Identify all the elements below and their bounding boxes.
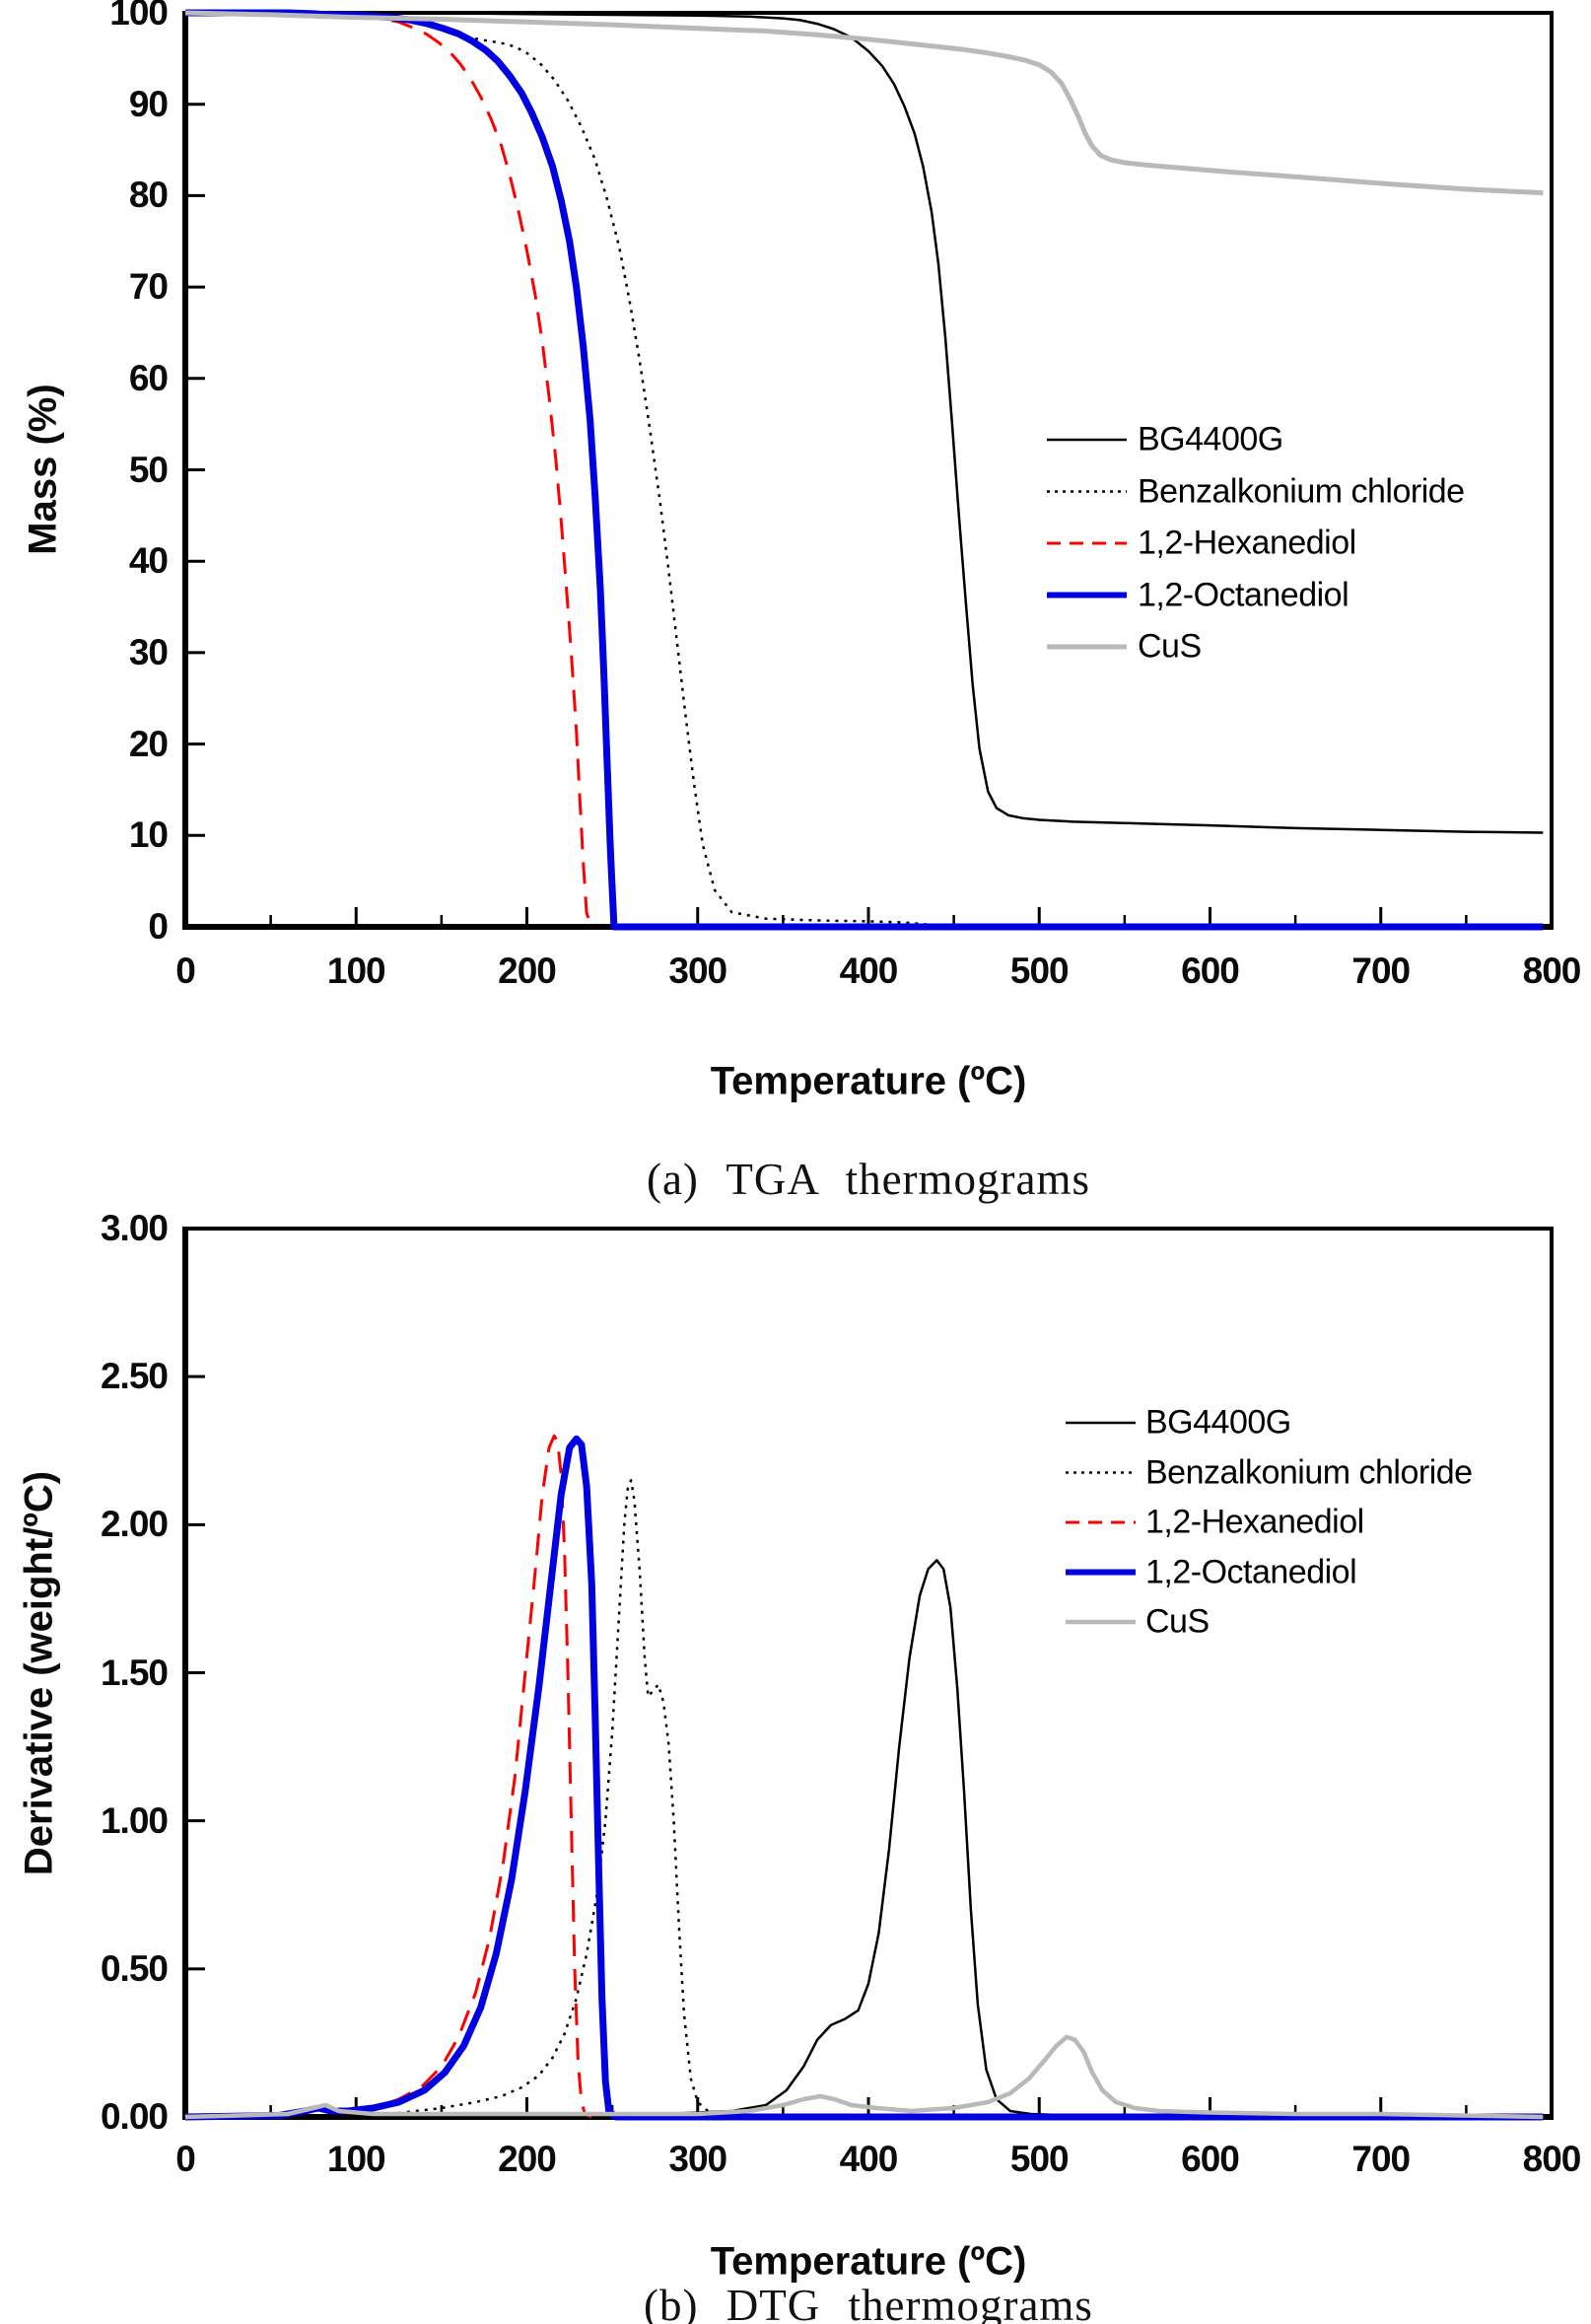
curve-cus [184, 10, 1544, 196]
dtg-x-axis-title: Temperature (ºC) [710, 2239, 1027, 2284]
curve-bg4400g [184, 1559, 1544, 2119]
x-tick-label: 700 [1351, 2139, 1411, 2179]
legend-label-1-2-hexanediol: 1,2-Hexanediol [1145, 1503, 1364, 1541]
x-tick-label: 200 [498, 951, 557, 991]
legend-label-cus: CuS [1138, 627, 1202, 666]
series-curves [184, 1434, 1544, 2121]
legend-label-benzalkonium-chloride: Benzalkonium chloride [1145, 1453, 1473, 1491]
legend-label-1-2-octanediol: 1,2-Octanediol [1145, 1553, 1357, 1590]
legend-label-benzalkonium-chloride: Benzalkonium chloride [1138, 472, 1465, 510]
chart-panel-a [182, 9, 1554, 931]
x-tick-label: 500 [1009, 2139, 1070, 2179]
x-tick-label: 600 [1181, 2139, 1240, 2179]
tga-x-axis-title: Temperature (ºC) [710, 1059, 1027, 1103]
x-tick-label: 300 [668, 951, 727, 991]
y-tick-label: 100 [109, 0, 169, 33]
x-tick-label: 700 [1351, 951, 1411, 991]
curve-1-2-hexanediol [184, 1434, 592, 2119]
y-tick-label: 2.00 [100, 1504, 169, 1545]
curve-1-2-hexanediol [185, 11, 593, 928]
x-tick-label: 100 [326, 951, 386, 991]
y-tick-label: 10 [128, 814, 169, 856]
plot-frame [183, 11, 1554, 929]
x-tick-label: 400 [839, 2139, 899, 2179]
tga-y-axis-title: Mass (%) [21, 384, 65, 555]
y-tick-label: 70 [128, 266, 169, 308]
x-tick-label: 800 [1522, 2139, 1582, 2179]
x-tick-label: 600 [1181, 951, 1240, 991]
x-tick-label: 200 [498, 2139, 557, 2179]
dtg-caption: (b) DTG thermograms [644, 2281, 1093, 2324]
y-tick-label: 90 [128, 83, 169, 124]
y-tick-label: 30 [128, 631, 169, 672]
curve-bg4400g [185, 11, 1544, 834]
y-tick-label: 0 [148, 906, 169, 947]
curve-cus [184, 2034, 1544, 2120]
legend-label-bg4400g: BG4400G [1138, 420, 1283, 458]
legend-label-cus: CuS [1145, 1602, 1210, 1641]
x-tick-label: 500 [1009, 951, 1070, 991]
legend-label-bg4400g: BG4400G [1145, 1403, 1291, 1442]
tga-caption: (a) TGA thermograms [646, 1155, 1091, 1204]
x-tick-label: 300 [668, 2139, 727, 2179]
dtg-y-axis-title: Derivative (weight/ºC) [17, 1470, 61, 1876]
y-tick-label: 1.50 [100, 1652, 169, 1693]
y-tick-label: 60 [128, 357, 169, 398]
y-tick-label: 20 [128, 723, 169, 764]
curve-1-2-octanediol [185, 9, 1544, 931]
y-tick-label: 50 [128, 449, 169, 490]
x-tick-label: 0 [175, 951, 196, 991]
y-tick-label: 0.00 [100, 2096, 169, 2137]
y-tick-label: 1.00 [100, 1799, 169, 1841]
chart-panel-b [182, 1227, 1554, 2121]
legend-label-1-2-hexanediol: 1,2-Hexanediol [1138, 524, 1356, 562]
y-tick-label: 80 [128, 175, 169, 216]
x-tick-label: 400 [839, 951, 899, 991]
x-tick-label: 100 [326, 2139, 386, 2179]
legend-label-1-2-octanediol: 1,2-Octanediol [1138, 576, 1349, 613]
curve-benzalkonium-chloride [185, 11, 1544, 928]
x-tick-label: 800 [1522, 951, 1582, 991]
y-tick-label: 2.50 [100, 1356, 169, 1397]
y-tick-label: 0.50 [100, 1947, 169, 1989]
x-tick-label: 0 [175, 2139, 196, 2179]
y-tick-label: 40 [128, 540, 169, 582]
series-curves [184, 9, 1544, 931]
y-tick-label: 3.00 [100, 1208, 169, 1248]
